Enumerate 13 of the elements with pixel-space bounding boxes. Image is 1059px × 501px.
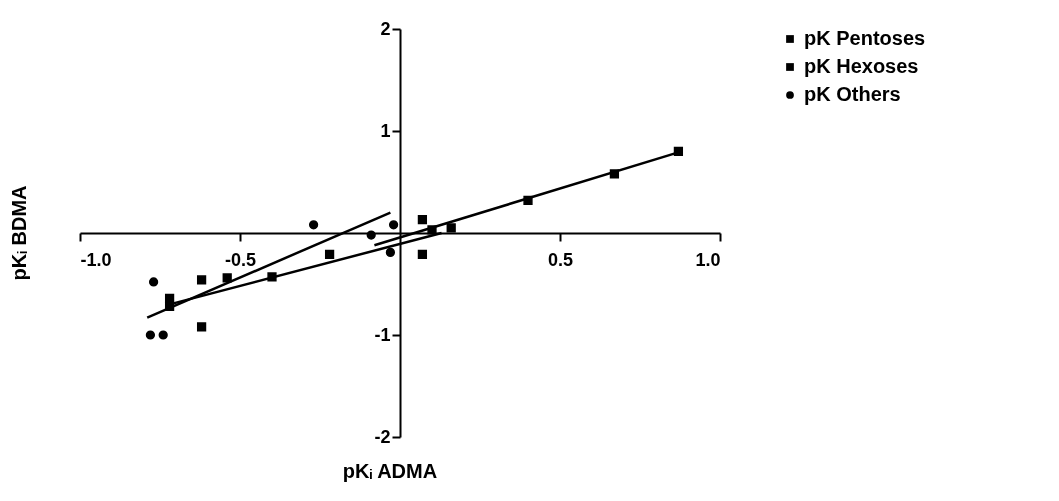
legend-label: pK Pentoses [804,27,926,49]
x-axis-title: pKᵢ ADMA [342,460,438,482]
y-axis-title: pKᵢ BDMA [8,185,30,281]
y-tick-label: 1 [380,120,391,141]
legend-label: pK Others [804,83,901,105]
y-tick-label: -1 [374,324,391,345]
y-tick-label: -2 [374,426,391,447]
legend-label: pK Hexoses [804,55,919,77]
x-tick-label: 1.0 [695,249,721,270]
x-tick-label: -0.5 [224,249,257,270]
y-tick-label: 2 [380,18,391,39]
x-tick-label: -1.0 [80,249,112,270]
x-tick-label: 0.5 [547,249,574,270]
